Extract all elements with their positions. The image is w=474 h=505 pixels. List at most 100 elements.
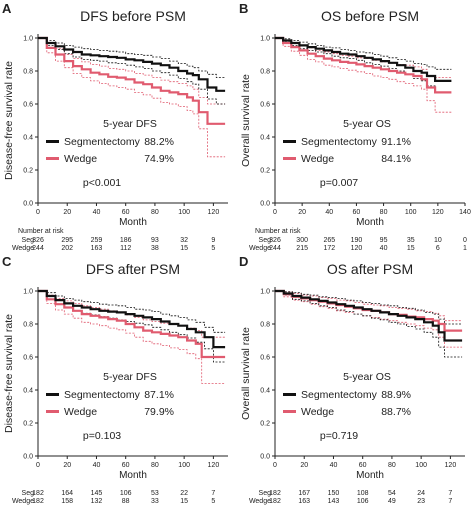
p-value: p=0.103: [83, 430, 121, 442]
panel-letter-a: A: [2, 1, 12, 16]
risk-value: 0: [463, 237, 467, 244]
y-tick-label: 0.0: [23, 201, 33, 208]
risk-value: 22: [180, 490, 188, 497]
x-tick-label: 20: [63, 209, 71, 216]
segmentectomy-ci-upper-line: [38, 37, 226, 78]
risk-value: 150: [328, 490, 340, 497]
risk-value: 49: [388, 498, 396, 505]
wedge-ci-lower-line: [38, 290, 226, 384]
segmentectomy-survival-line: [275, 289, 463, 342]
risk-value: 182: [269, 490, 281, 497]
risk-row-label: Seg: [259, 237, 272, 244]
x-tick-label: 100: [178, 209, 190, 216]
risk-value: 1: [463, 245, 467, 252]
x-tick-label: 100: [415, 462, 427, 469]
x-tick-label: 100: [178, 462, 190, 469]
x-tick-label: 60: [359, 462, 367, 469]
risk-value: 15: [180, 498, 188, 505]
y-tick-label: 0.4: [23, 135, 33, 142]
legend-label-wedge: Wedge: [64, 406, 97, 418]
risk-value: 182: [32, 498, 44, 505]
chart-title: OS after PSM: [327, 261, 413, 277]
y-axis-label: Overall survival rate: [240, 327, 252, 420]
legend-five-year-segmentectomy: 87.1%: [144, 389, 174, 401]
x-tick-label: 20: [298, 209, 306, 216]
chart-title: DFS before PSM: [80, 8, 186, 24]
risk-value: 15: [407, 245, 415, 252]
panel-letter-c: C: [2, 254, 12, 269]
risk-value: 326: [269, 237, 281, 244]
x-tick-label: 80: [388, 462, 396, 469]
y-tick-label: 0.4: [23, 388, 33, 395]
y-tick-label: 0.6: [23, 355, 33, 362]
x-tick-label: 100: [405, 209, 417, 216]
panel-c: C DFS after PSM Disease-free survival rat…: [2, 254, 228, 505]
segmentectomy-ci-lower-line: [38, 37, 226, 105]
y-tick-label: 0.6: [260, 102, 270, 109]
risk-row-label: Wedge: [249, 245, 271, 252]
risk-value: 40: [380, 245, 388, 252]
risk-value: 106: [120, 490, 132, 497]
y-tick-label: 0.0: [260, 454, 270, 461]
x-tick-label: 20: [63, 462, 71, 469]
x-tick-label: 40: [325, 209, 333, 216]
risk-value: 215: [296, 245, 308, 252]
legend-five-year-segmentectomy: 88.2%: [144, 136, 174, 148]
legend-label-wedge: Wedge: [64, 153, 97, 165]
p-value: p=0.007: [320, 177, 358, 189]
wedge-ci-upper-line: [38, 37, 226, 105]
risk-value: 106: [357, 498, 369, 505]
x-tick-label: 80: [380, 209, 388, 216]
y-tick-label: 0.6: [23, 102, 33, 109]
risk-value: 163: [91, 245, 103, 252]
legend-five-year-segmentectomy: 91.1%: [381, 136, 411, 148]
risk-value: 7: [448, 490, 452, 497]
legend-five-year-wedge: 84.1%: [381, 153, 411, 165]
x-tick-label: 40: [330, 462, 338, 469]
legend-label-segmentectomy: Segmentectomy: [301, 136, 378, 148]
x-tick-label: 0: [36, 462, 40, 469]
risk-row-label: Wedge: [249, 498, 271, 505]
x-tick-label: 120: [208, 209, 220, 216]
y-axis-label: Overall survival rate: [240, 74, 252, 167]
chart-title: OS before PSM: [321, 8, 419, 24]
segmentectomy-ci-upper-line: [275, 290, 463, 325]
chart-title: DFS after PSM: [86, 261, 180, 277]
risk-value: 5: [211, 498, 215, 505]
x-axis-label: Month: [119, 470, 147, 481]
y-tick-label: 0.8: [23, 322, 33, 329]
legend-five-year-wedge: 88.7%: [381, 406, 411, 418]
segmentectomy-survival-line: [38, 36, 226, 92]
risk-value: 158: [61, 498, 73, 505]
risk-value: 326: [32, 237, 44, 244]
x-tick-label: 80: [151, 209, 159, 216]
legend-label-segmentectomy: Segmentectomy: [64, 389, 141, 401]
risk-value: 120: [351, 245, 363, 252]
risk-value: 295: [61, 237, 73, 244]
x-tick-label: 0: [36, 209, 40, 216]
legend-label-wedge: Wedge: [301, 153, 334, 165]
y-tick-label: 0.6: [260, 355, 270, 362]
legend-header: 5-year OS: [343, 371, 391, 383]
risk-value: 7: [448, 498, 452, 505]
segmentectomy-survival-line: [275, 36, 452, 82]
risk-row-label: Seg: [22, 237, 35, 244]
x-tick-label: 0: [273, 462, 277, 469]
legend-five-year-segmentectomy: 88.9%: [381, 389, 411, 401]
wedge-ci-upper-line: [275, 290, 463, 322]
y-tick-label: 1.0: [260, 289, 270, 296]
risk-value: 259: [91, 237, 103, 244]
risk-value: 300: [296, 237, 308, 244]
legend-five-year-wedge: 74.9%: [144, 153, 174, 165]
risk-value: 93: [151, 237, 159, 244]
x-tick-label: 0: [273, 209, 277, 216]
risk-value: 15: [180, 245, 188, 252]
legend-label-wedge: Wedge: [301, 406, 334, 418]
risk-value: 88: [122, 498, 130, 505]
risk-value: 167: [298, 490, 310, 497]
risk-value: 265: [323, 237, 335, 244]
risk-value: 108: [357, 490, 369, 497]
risk-value: 244: [32, 245, 44, 252]
risk-value: 10: [434, 237, 442, 244]
